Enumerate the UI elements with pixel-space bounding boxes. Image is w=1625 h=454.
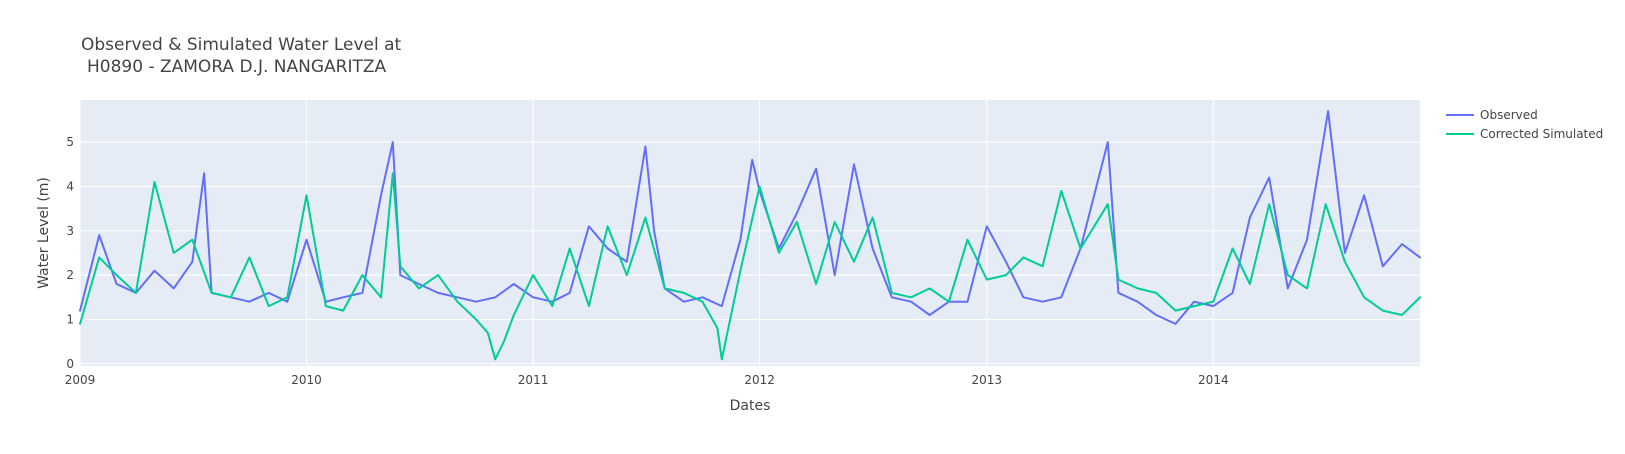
y-tick-label: 4 (66, 179, 74, 193)
tick-layer: 0 1 2 3 4 5 2009 2010 2011 2012 2013 2014 (65, 135, 1229, 387)
series-line-corrected-simulated (79, 172, 1421, 361)
x-tick-label: 2010 (291, 373, 322, 387)
x-tick-label: 2014 (1198, 373, 1229, 387)
grid-layer (79, 100, 1420, 366)
y-axis-label: Water Level (m) (36, 177, 52, 289)
y-tick-label: 3 (66, 224, 74, 238)
x-tick-label: 2012 (744, 373, 775, 387)
series-layer (79, 110, 1421, 361)
legend-label[interactable]: Corrected Simulated (1480, 127, 1603, 141)
x-axis-label: Dates (730, 398, 771, 414)
y-tick-label: 2 (66, 268, 74, 282)
chart-title-line-2: H0890 - ZAMORA D.J. NANGARITZA (87, 57, 387, 77)
series-line-observed (79, 110, 1421, 325)
x-tick-label: 2011 (518, 373, 549, 387)
x-tick-label: 2013 (972, 373, 1003, 387)
x-tick-label: 2009 (65, 373, 96, 387)
y-tick-label: 0 (66, 357, 74, 371)
y-tick-label: 1 (66, 312, 74, 326)
legend-label[interactable]: Observed (1480, 108, 1538, 122)
chart-title-line-1: Observed & Simulated Water Level at (81, 35, 402, 55)
legend: Observed Corrected Simulated (1446, 108, 1603, 141)
y-tick-label: 5 (66, 135, 74, 149)
